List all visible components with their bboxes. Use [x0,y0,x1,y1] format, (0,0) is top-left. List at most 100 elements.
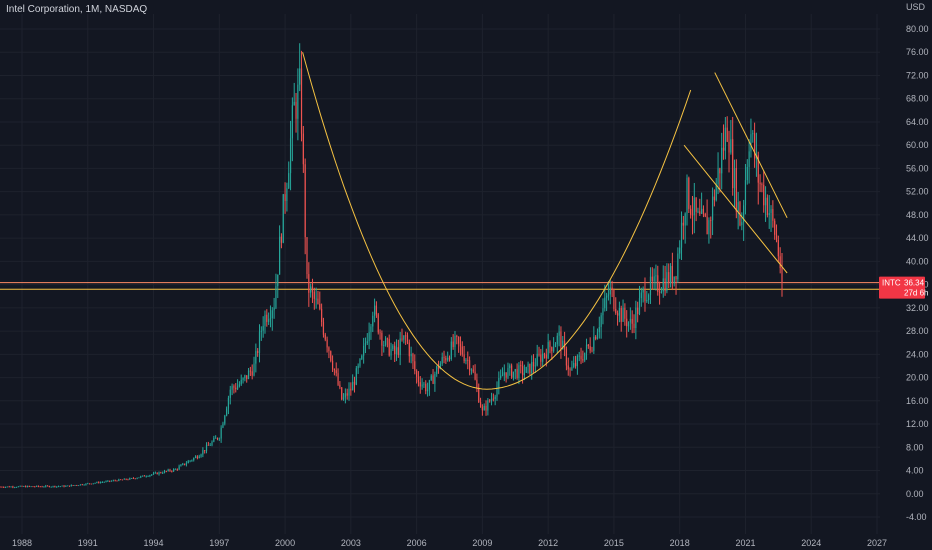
candle-body [710,220,712,221]
candle-body [92,483,94,485]
candle-body [331,360,334,369]
candle-body [604,297,606,309]
y-tick-label: 44.00 [906,233,929,243]
candle-body [715,184,717,201]
candle-body [487,400,489,411]
candle-body [770,209,772,214]
candle-body [346,393,348,396]
candle-body [582,359,584,361]
candle-body [350,388,352,391]
candle-body [85,483,87,485]
candle-body [613,289,615,309]
y-tick-label: 60.00 [906,140,929,150]
candle-body [644,288,646,302]
candle-body [390,349,392,356]
candle-body [182,463,184,465]
y-axis[interactable]: 80.00 76.00 72.00 68.00 64.00 60.00 56.00 52.00… [906,2,929,522]
candle-body [167,469,169,472]
candle-body [293,101,295,106]
candle-body [465,359,467,362]
candle-body [668,272,670,284]
candle-body [202,450,204,455]
candle-body [602,308,604,316]
candle-body [405,335,407,337]
candle-body [205,444,208,451]
candle-body [251,371,253,376]
candle-body [697,211,699,213]
candle-body [19,485,21,487]
candle-body [426,389,429,392]
candle-body [774,220,776,235]
price-tag-countdown: 27d 6h [904,289,928,298]
candle-body [36,485,38,487]
candle-body [540,354,542,362]
candle-body [357,365,359,369]
candle-body [651,276,653,282]
candle-body [764,197,767,206]
trend-line [683,144,788,274]
candle-body [662,278,664,292]
candle-body [264,314,266,326]
candle-body [379,332,381,334]
candle-body [198,456,200,459]
candle-body [624,307,626,319]
candle-body [321,308,323,323]
candle-body [507,368,509,378]
candle-body [657,275,659,292]
candle-body [474,371,476,380]
candle-body [81,484,83,486]
x-tick-label: 2003 [341,538,361,548]
candle-body [445,358,447,361]
candle-body [147,476,149,477]
candle-body [56,486,58,488]
candle-body [141,475,144,477]
y-tick-label: 68.00 [906,94,929,104]
candle-body [456,335,458,337]
candle-body [384,338,387,346]
candle-body [542,353,544,362]
candle-body [253,363,255,376]
candle-body [375,305,378,315]
candle-body [315,298,317,300]
candle-body [505,372,507,378]
candle-body [406,335,409,343]
candle-body [701,208,703,214]
candle-body [394,345,396,355]
candle-body [558,331,560,336]
candle-body [78,485,80,487]
candle-body [344,393,346,398]
x-axis[interactable]: 1988 1991 1994 1997 2000 2003 2006 2009 2012 2015… [12,538,887,548]
candle-body [288,173,290,189]
candle-body [595,336,597,339]
candle-body [591,350,593,352]
candle-body [377,314,379,333]
candle-body [554,344,557,348]
candle-body [291,105,293,139]
candle-body [708,220,710,235]
candle-body [490,398,493,402]
candle-body [463,354,465,362]
candle-body [724,127,726,151]
candle-body [21,485,23,487]
candle-body [34,486,36,488]
candle-body [258,331,261,353]
candle-body [414,361,416,371]
candle-body [452,341,454,347]
x-tick-label: 2021 [735,538,755,548]
candle-body [363,345,365,356]
candle-body [185,463,188,465]
candle-body [218,438,220,440]
candle-body [483,405,485,411]
candle-body [596,332,599,339]
candle-body [74,485,76,486]
candle-body [443,357,445,359]
candle-body [498,378,500,388]
candle-body [370,326,372,333]
candle-body [348,388,350,396]
candle-body [70,485,72,487]
candle-body [187,461,189,464]
candle-body [626,318,628,327]
candle-body [383,345,385,346]
candle-body [635,307,637,329]
